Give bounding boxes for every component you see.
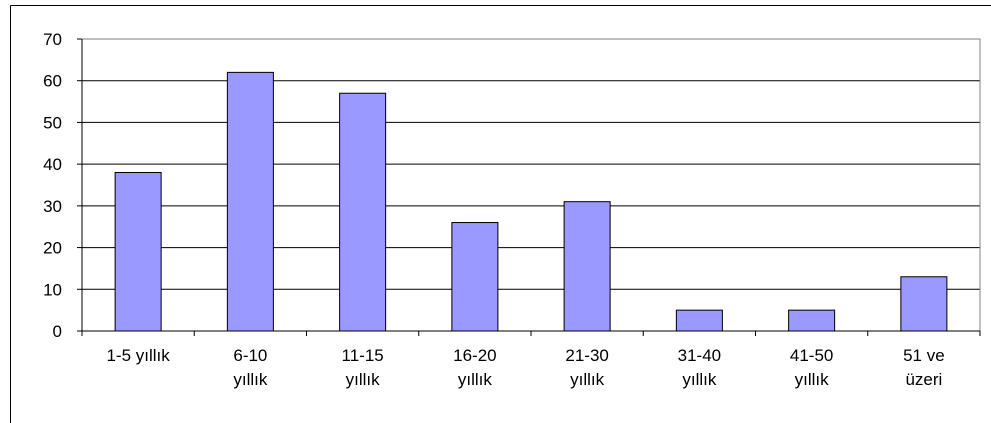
bar [226,71,274,332]
y-tick-label: 30 [43,197,62,216]
x-tick-label: 1-5 yıllık [106,346,170,365]
x-tick-label: 41-50 yıllık [790,346,833,389]
bar [675,309,723,332]
x-tick-label: 21-30 yıllık [565,346,608,389]
x-tick-label: 16-20 yıllık [453,346,496,389]
bar [451,222,499,332]
x-tick-label: 51 ve üzeri [903,346,945,389]
x-tick-label: 11-15 yıllık [342,346,384,389]
y-tick-label: 0 [53,322,62,341]
x-tick-label: 6-10 yıllık [233,346,268,389]
x-tick-label: 31-40 yıllık [678,346,721,389]
bar [339,92,387,332]
plot-border [81,38,981,332]
y-tick-label: 40 [43,155,62,174]
bar [563,201,611,332]
y-tick-label: 70 [43,30,62,49]
bar [900,276,948,332]
y-tick-label: 10 [43,280,62,299]
y-tick-label: 20 [43,239,62,258]
bar [788,309,836,332]
bar [114,171,162,332]
y-tick-label: 50 [43,113,62,132]
y-tick-label: 60 [43,72,62,91]
